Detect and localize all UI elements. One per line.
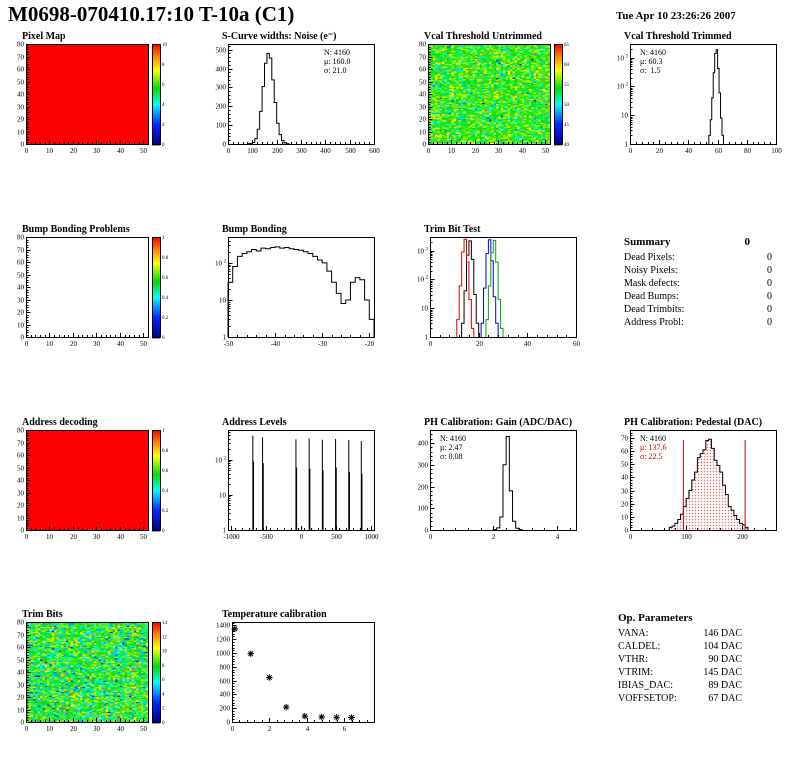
op-parameters-heading: Op. Parameters	[618, 612, 693, 624]
panel-trim-bit-test: Trim Bit Test	[398, 223, 594, 399]
plot-title-trim-bits: Trim Bits	[22, 609, 63, 620]
op-label: VANA:	[618, 628, 649, 639]
op-value: 67 DAC	[708, 693, 742, 704]
page-title: M0698-070410.17:10 T-10a (C1)	[8, 2, 295, 26]
op-label: IBIAS_DAC:	[618, 680, 674, 691]
op-value: 145 DAC	[703, 667, 742, 678]
summary-row-noisy-pixels: Noisy Pixels: 0	[624, 264, 772, 277]
op-row-caldel: CALDEL: 104 DAC	[618, 640, 742, 653]
vcal-trimmed-plot	[598, 30, 794, 202]
summary-label: Mask defects:	[624, 278, 680, 289]
summary-label: Dead Pixels:	[624, 252, 675, 263]
op-value: 89 DAC	[708, 680, 742, 691]
ph-gain-plot	[398, 416, 594, 588]
summary-value: 0	[767, 291, 772, 302]
op-label: CALDEL:	[618, 641, 661, 652]
op-row-ibias-dac: IBIAS_DAC: 89 DAC	[618, 679, 742, 692]
panel-bump-problems: Bump Bonding Problems	[0, 223, 192, 399]
summary-row-dead-trimbits: Dead Trimbits: 0	[624, 303, 772, 316]
summary-label: Noisy Pixels:	[624, 265, 678, 276]
op-label: VOFFSETOP:	[618, 693, 677, 704]
panel-temperature: Temperature calibration	[196, 608, 392, 784]
summary-label: Address Probl:	[624, 317, 684, 328]
op-value: 104 DAC	[703, 641, 742, 652]
summary-value: 0	[767, 304, 772, 315]
plot-title-trim-bit-test: Trim Bit Test	[424, 224, 481, 235]
ph-pedestal-plot	[598, 416, 794, 588]
summary-label: Dead Trimbits:	[624, 304, 685, 315]
summary-value: 0	[767, 252, 772, 263]
plot-title-vcal-untrimmed: Vcal Threshold Untrimmed	[424, 31, 542, 42]
bump-problems-plot	[0, 223, 192, 395]
vcal-untrimmed-plot	[398, 30, 594, 202]
panel-ph-pedestal: PH Calibration: Pedestal (DAC)	[598, 416, 794, 592]
panel-bump-bonding: Bump Bonding	[196, 223, 392, 399]
panel-address-decoding: Address decoding	[0, 416, 192, 592]
plot-title-ph-pedestal: PH Calibration: Pedestal (DAC)	[624, 417, 763, 428]
plot-title-address-decoding: Address decoding	[22, 417, 98, 428]
summary-block: Summary 0 Dead Pixels: 0 Noisy Pixels: 0…	[624, 236, 772, 329]
panel-ph-gain: PH Calibration: Gain (ADC/DAC)	[398, 416, 594, 592]
summary-label: Dead Bumps:	[624, 291, 679, 302]
address-levels-plot	[196, 416, 392, 588]
plot-title-vcal-trimmed: Vcal Threshold Trimmed	[624, 31, 732, 42]
op-row-voffsetop: VOFFSETOP: 67 DAC	[618, 692, 742, 705]
plot-title-temperature: Temperature calibration	[222, 609, 327, 620]
summary-row-address-probl: Address Probl: 0	[624, 316, 772, 329]
op-parameters-heading-row: Op. Parameters	[618, 612, 742, 625]
address-decoding-plot	[0, 416, 192, 588]
panel-vcal-untrimmed: Vcal Threshold Untrimmed	[398, 30, 594, 206]
op-row-vana: VANA: 146 DAC	[618, 627, 742, 640]
plot-title-ph-gain: PH Calibration: Gain (ADC/DAC)	[424, 417, 573, 428]
summary-value: 0	[767, 317, 772, 328]
summary-row-mask-defects: Mask defects: 0	[624, 277, 772, 290]
pixel-map-plot	[0, 30, 192, 202]
temperature-plot	[196, 608, 392, 780]
summary-value: 0	[767, 265, 772, 276]
panel-trim-bits: Trim Bits	[0, 608, 192, 784]
plot-title-pixel-map: Pixel Map	[22, 31, 66, 42]
op-label: VTRIM:	[618, 667, 653, 678]
trim-bits-plot	[0, 608, 192, 780]
op-label: VTHR:	[618, 654, 648, 665]
panel-vcal-trimmed: Vcal Threshold Trimmed	[598, 30, 794, 206]
summary-row-dead-pixels: Dead Pixels: 0	[624, 251, 772, 264]
summary-heading-row: Summary 0	[624, 236, 772, 249]
plot-title-address-levels: Address Levels	[222, 417, 287, 428]
op-row-vthr: VTHR: 90 DAC	[618, 653, 742, 666]
panel-scurve-noise: S-Curve widths: Noise (e⁻)	[196, 30, 392, 206]
op-value: 90 DAC	[708, 654, 742, 665]
op-parameters-block: Op. Parameters VANA: 146 DAC CALDEL: 104…	[618, 612, 742, 705]
panel-pixel-map: Pixel Map	[0, 30, 192, 206]
summary-heading-value: 0	[744, 236, 751, 248]
summary-row-dead-bumps: Dead Bumps: 0	[624, 290, 772, 303]
op-row-vtrim: VTRIM: 145 DAC	[618, 666, 742, 679]
panel-address-levels: Address Levels	[196, 416, 392, 592]
bump-bonding-plot	[196, 223, 392, 395]
summary-value: 0	[767, 278, 772, 289]
trim-bit-test-plot	[398, 223, 594, 395]
plot-title-bump-problems: Bump Bonding Problems	[22, 224, 130, 235]
page-datetime: Tue Apr 10 23:26:26 2007	[616, 10, 736, 22]
plot-title-bump-bonding: Bump Bonding	[222, 224, 287, 235]
op-value: 146 DAC	[703, 628, 742, 639]
scurve-noise-plot	[196, 30, 392, 202]
summary-heading: Summary	[624, 236, 671, 248]
plot-title-scurve-noise: S-Curve widths: Noise (e⁻)	[222, 31, 337, 42]
